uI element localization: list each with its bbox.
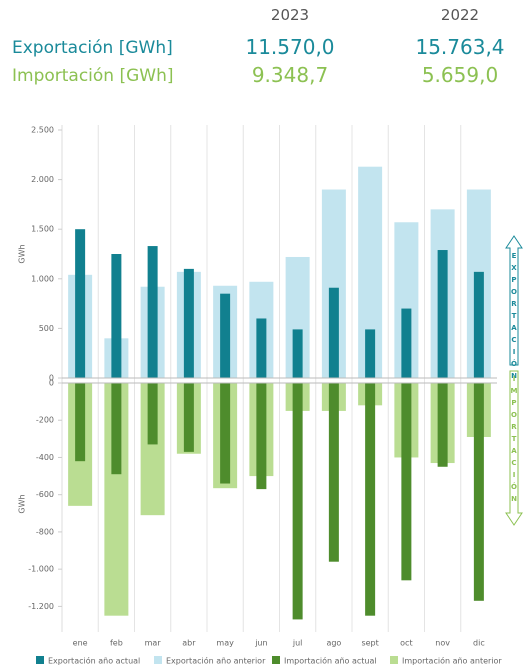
bar [365, 329, 376, 378]
legend-swatch [390, 656, 398, 664]
side-label: IMPORTACIÓN [510, 375, 518, 507]
bar [256, 318, 267, 378]
row-value: 11.570,0 [245, 35, 335, 59]
row-value: 15.763,4 [415, 35, 505, 59]
legend-swatch [36, 656, 44, 664]
bar [147, 383, 158, 445]
x-tick-label: jul [292, 639, 303, 648]
bar [256, 383, 267, 490]
bar [75, 383, 86, 462]
x-tick-label: feb [110, 639, 123, 648]
x-tick-label: jun [254, 639, 267, 648]
x-tick-label: ago [326, 639, 341, 648]
bar [220, 293, 231, 378]
legend-swatch [272, 656, 280, 664]
row-label: Exportación [GWh] [12, 38, 173, 58]
bar [183, 383, 194, 452]
bar [292, 383, 303, 620]
y-axis-label: GWh [18, 494, 27, 513]
y-tick-label: 0 [49, 374, 54, 383]
bar [437, 250, 448, 378]
row-value: 9.348,7 [251, 63, 329, 87]
bar [437, 383, 448, 467]
year: 2023 [270, 6, 310, 24]
legend-label: Importación año anterior [402, 656, 502, 666]
legend-label: Exportación año actual [48, 656, 140, 666]
y-tick-label: 1.500 [31, 225, 54, 234]
bar [401, 308, 412, 378]
bar [401, 383, 412, 581]
bar [365, 383, 376, 616]
y-tick-label: -400 [36, 453, 54, 462]
y-tick-label: -800 [36, 527, 54, 536]
side-label: EXPORTACIÓN [510, 252, 518, 384]
row-value: 5.659,0 [421, 63, 499, 87]
row-label: Importación [GWh] [12, 66, 174, 86]
x-tick-label: nov [435, 639, 450, 648]
bar [75, 229, 86, 378]
year: 2022 [440, 6, 480, 24]
y-tick-label: -1.200 [28, 602, 54, 611]
bar [328, 287, 339, 378]
bar [292, 329, 303, 378]
legend-label: Importación año actual [284, 656, 377, 666]
bar [220, 383, 231, 484]
y-tick-label: -1.000 [28, 565, 54, 574]
x-tick-label: ene [73, 639, 88, 648]
bar [147, 246, 158, 378]
x-tick-label: mar [145, 639, 162, 648]
y-tick-label: 0 [49, 379, 54, 388]
x-tick-label: sept [361, 639, 378, 648]
y-tick-label: 2.000 [31, 175, 54, 184]
y-axis-label: GWh [18, 244, 27, 263]
bar [473, 271, 484, 378]
side-arrow [505, 235, 523, 366]
x-tick-label: oct [400, 639, 412, 648]
bar [328, 383, 339, 562]
x-tick-label: may [216, 639, 234, 648]
legend-swatch [154, 656, 162, 664]
side-arrow [505, 370, 523, 526]
legend-label: Exportación año anterior [166, 656, 266, 666]
x-tick-label: abr [182, 639, 196, 648]
y-tick-label: 2.500 [31, 126, 54, 135]
bar [473, 383, 484, 601]
y-tick-label: -200 [36, 416, 54, 425]
y-tick-label: 500 [39, 324, 54, 333]
x-tick-label: dic [473, 639, 485, 648]
bar [111, 254, 122, 378]
y-tick-label: 1.000 [31, 274, 54, 283]
y-tick-label: -600 [36, 490, 54, 499]
bar [183, 268, 194, 378]
bar [111, 383, 122, 475]
